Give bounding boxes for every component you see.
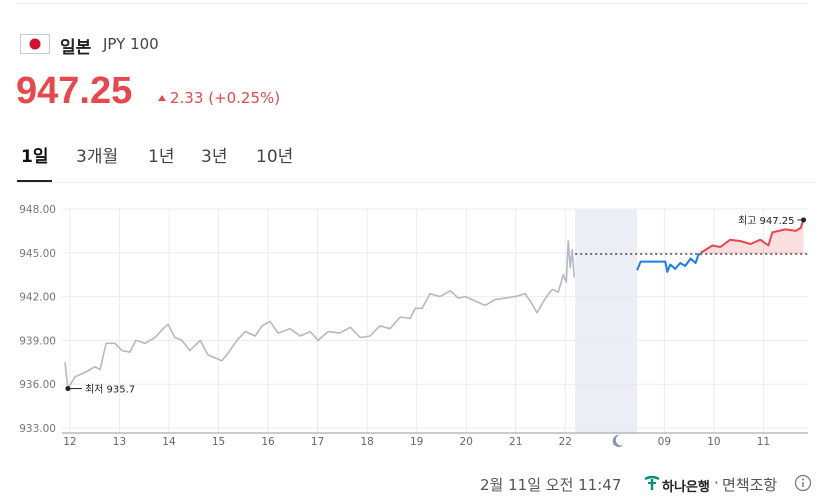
tab[interactable]: 3개월 bbox=[76, 147, 119, 167]
plot-area bbox=[62, 209, 808, 433]
x-tick-label: 21 bbox=[509, 436, 522, 448]
up-icon bbox=[158, 95, 166, 101]
annotation-label: 최저 935.7 bbox=[85, 384, 135, 396]
y-tick-label: 939.00 bbox=[19, 335, 56, 347]
tab[interactable]: 3년 bbox=[201, 147, 228, 167]
y-tick-label: 945.00 bbox=[19, 248, 56, 260]
x-tick-label: 18 bbox=[360, 436, 373, 448]
country-name: 일본 bbox=[60, 38, 92, 58]
bank-logo bbox=[644, 475, 660, 490]
disclaimer-link[interactable]: 면책조항 bbox=[722, 476, 778, 494]
timestamp: 2월 11일 오전 11:47 bbox=[480, 476, 622, 494]
y-tick-label: 948.00 bbox=[19, 204, 56, 216]
x-tick-label: 20 bbox=[460, 436, 473, 448]
night-icon bbox=[612, 434, 624, 447]
x-tick-label: 17 bbox=[311, 436, 324, 448]
tab-bar: 1일 3개월 1년 3년 10년 bbox=[16, 140, 815, 183]
x-tick-label: 09 bbox=[658, 436, 671, 448]
chart: 933.00 936.00 939.00 942.00 945.00 948.00 12 13… bbox=[19, 204, 808, 448]
x-tick-label: 11 bbox=[757, 436, 770, 448]
tab[interactable]: 1년 bbox=[148, 147, 175, 167]
separator: · bbox=[714, 474, 719, 492]
x-tick-label: 16 bbox=[261, 436, 275, 448]
x-tick-label: 22 bbox=[559, 436, 572, 448]
y-tick-label: 942.00 bbox=[19, 292, 56, 304]
x-tick-label: 12 bbox=[63, 436, 76, 448]
y-tick-label: 933.00 bbox=[19, 423, 56, 435]
price: 947.25 bbox=[16, 70, 133, 112]
annotation-label: 최고 947.25 bbox=[738, 215, 795, 227]
x-tick-label: 13 bbox=[113, 436, 126, 448]
x-tick-label: 10 bbox=[707, 436, 720, 448]
y-tick-label: 936.00 bbox=[19, 379, 56, 391]
tab[interactable]: 10년 bbox=[256, 147, 294, 167]
x-tick-label: 19 bbox=[410, 436, 423, 448]
divider bbox=[17, 3, 808, 4]
x-tick-label: 15 bbox=[212, 436, 225, 448]
flag bbox=[20, 34, 50, 54]
line bbox=[64, 240, 575, 390]
price-change: 2.33 (+0.25%) bbox=[170, 89, 280, 107]
bank-name: 하나은행 bbox=[662, 480, 710, 495]
currency-code: JPY 100 bbox=[103, 35, 159, 53]
x-tick-label: 14 bbox=[162, 436, 176, 448]
session-break bbox=[575, 209, 638, 433]
line bbox=[636, 253, 701, 273]
change: 2.33 bbox=[170, 89, 204, 107]
info-icon[interactable] bbox=[794, 474, 812, 492]
area bbox=[700, 220, 804, 254]
line bbox=[699, 219, 805, 254]
tab[interactable]: 1일 bbox=[16, 142, 54, 182]
change-pct: (+0.25%) bbox=[208, 89, 281, 107]
